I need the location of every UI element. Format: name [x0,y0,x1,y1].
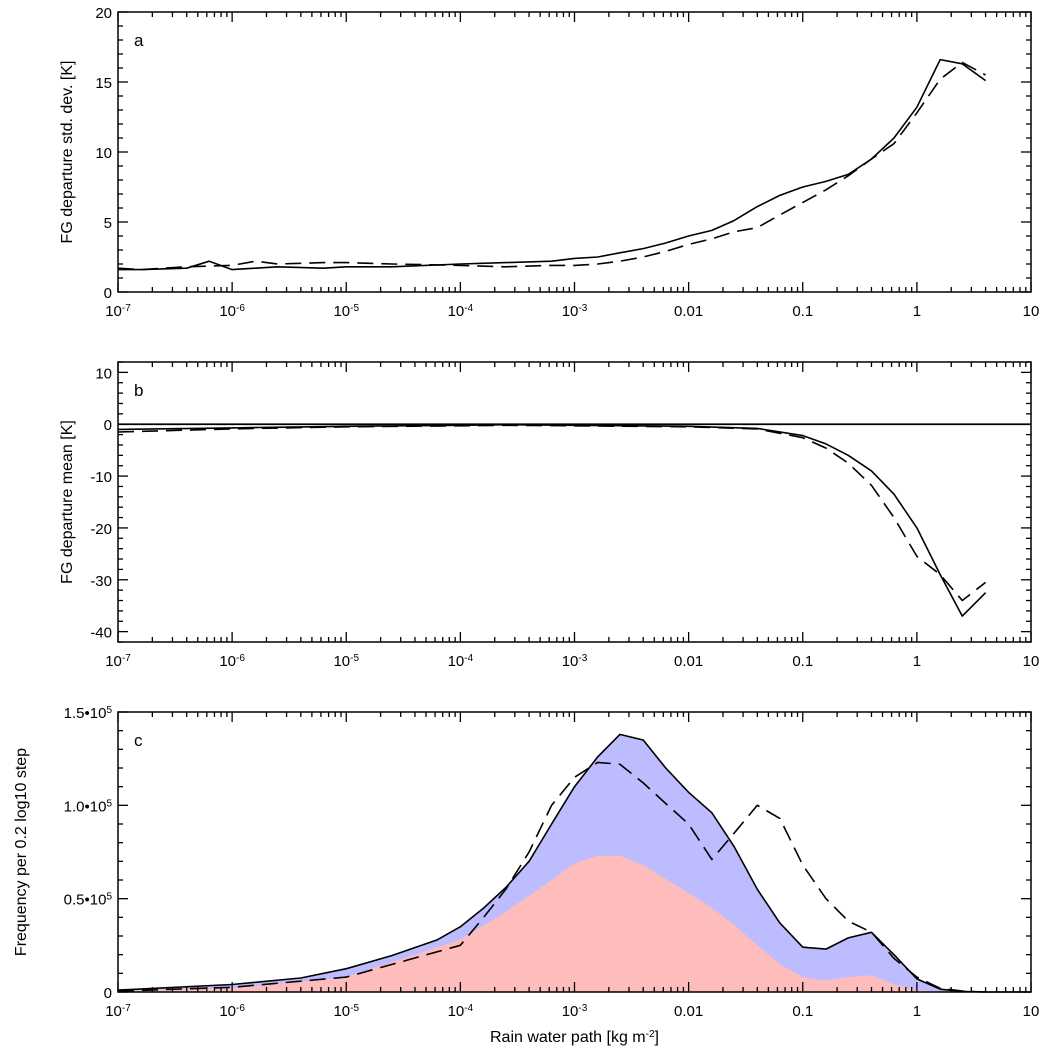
x-tick-label: 0.01 [674,1003,703,1020]
x-tick-label: 10-5 [333,653,359,671]
solid-series-line [117,733,1031,993]
x-tick-label: 10-3 [562,303,588,321]
panel-c: 10-7 10-6 10-5 10-4 10-3 0.01 0.1 1 10 0 0.5•105 1.… [13,705,1039,1047]
x-tick-label: 10-3 [562,653,588,671]
solid-series-line [117,423,987,617]
panel-label: c [134,731,143,750]
x-tick-label: 0.01 [674,303,703,320]
y-tick-label: -30 [90,573,112,590]
x-tick-label: 10 [1023,303,1040,320]
x-tick-label: 1 [913,653,921,670]
solid-series-line [118,58,987,271]
panel-b: 10-7 10-6 10-5 10-4 10-3 0.01 0.1 1 10 -40 -30 -20 -… [59,361,1040,671]
x-tick-label: 10-6 [219,303,245,321]
y-tick-label: 0.5•105 [64,891,113,909]
x-tick-label: 0.01 [674,653,703,670]
y-tick-label: 10 [95,145,112,162]
panel-a: 10-7 10-6 10-5 10-4 10-3 0.01 0.1 1 10 0 5 10 15 20 a F… [59,5,1039,320]
x-tick-label: 10-5 [333,303,359,321]
dashed-series-line [117,424,987,602]
y-axis-label: Frequency per 0.2 log10 step [13,748,30,956]
y-tick-label: 0 [104,985,112,1002]
plot-frame [117,11,1032,293]
y-tick-label: -10 [90,469,112,486]
x-tick-label: 0.1 [792,653,813,670]
x-tick-label: 10-5 [333,1003,359,1021]
x-tick-label: 10-7 [105,1003,131,1021]
y-tick-label: 1.0•105 [64,798,113,816]
dashed-series-line [117,761,986,993]
plot-frame [117,361,1032,643]
y-tick-label: 10 [95,365,112,382]
y-tick-label: 0 [104,285,112,302]
x-tick-label: 10-4 [448,303,474,321]
y-tick-label: 0 [104,417,112,434]
x-axis-label: Rain water path [kg m-2] [490,1029,659,1047]
dashed-series-line [117,61,986,271]
y-tick-label: 1.5•105 [64,705,113,723]
x-tick-label: 1 [913,303,921,320]
x-tick-label: 10-7 [105,303,131,321]
x-tick-label: 10 [1023,1003,1040,1020]
x-tick-label: 10-6 [219,1003,245,1021]
y-axis-label: FG departure mean [K] [59,420,76,584]
x-tick-label: 10-4 [448,1003,474,1021]
y-axis-label: FG departure std. dev. [K] [59,61,76,244]
x-tick-label: 0.1 [792,303,813,320]
x-tick-label: 10 [1023,653,1040,670]
y-tick-label: -40 [90,625,112,642]
x-tick-label: 10-7 [105,653,131,671]
x-tick-label: 10-4 [448,653,474,671]
x-tick-label: 1 [913,1003,921,1020]
panel-label: b [134,381,143,400]
y-tick-label: -20 [90,521,112,538]
pink-area [118,855,1031,992]
x-tick-label: 10-6 [219,653,245,671]
panel-label: a [134,31,144,50]
x-tick-label: 10-3 [562,1003,588,1021]
x-tick-label: 0.1 [792,1003,813,1020]
y-tick-label: 20 [95,5,112,22]
y-tick-label: 5 [104,215,112,232]
y-tick-label: 15 [95,75,112,92]
